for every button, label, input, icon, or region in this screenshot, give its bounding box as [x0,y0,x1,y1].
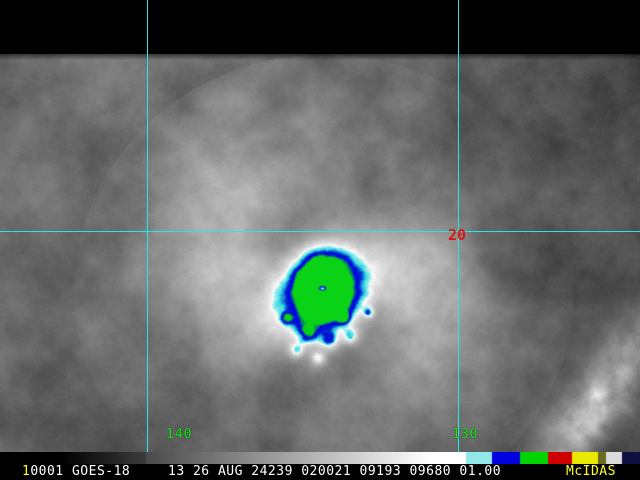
footer-metadata-text: 13 26 AUG 24239 020021 09193 09680 01.00 [168,464,502,479]
brand-label: McIDAS [566,464,616,479]
latitude-marker-20: 20 [448,226,467,244]
footer-left-text: 10001 GOES-18 [22,464,130,480]
satellite-image-area[interactable] [0,54,640,452]
longitude-label-140: 140 [166,427,193,442]
longitude-label-130: 130 [452,427,479,442]
station-and-satellite: 0001 GOES-18 [30,464,131,479]
top-letterbox [0,0,640,54]
frame-number: 1 [22,464,31,479]
enhancement-color-bar-canvas [0,452,640,464]
satellite-image-canvas[interactable] [0,54,640,452]
footer-bar: 10001 GOES-18 13 26 AUG 24239 020021 091… [0,452,640,480]
enhancement-color-bar [0,452,640,464]
